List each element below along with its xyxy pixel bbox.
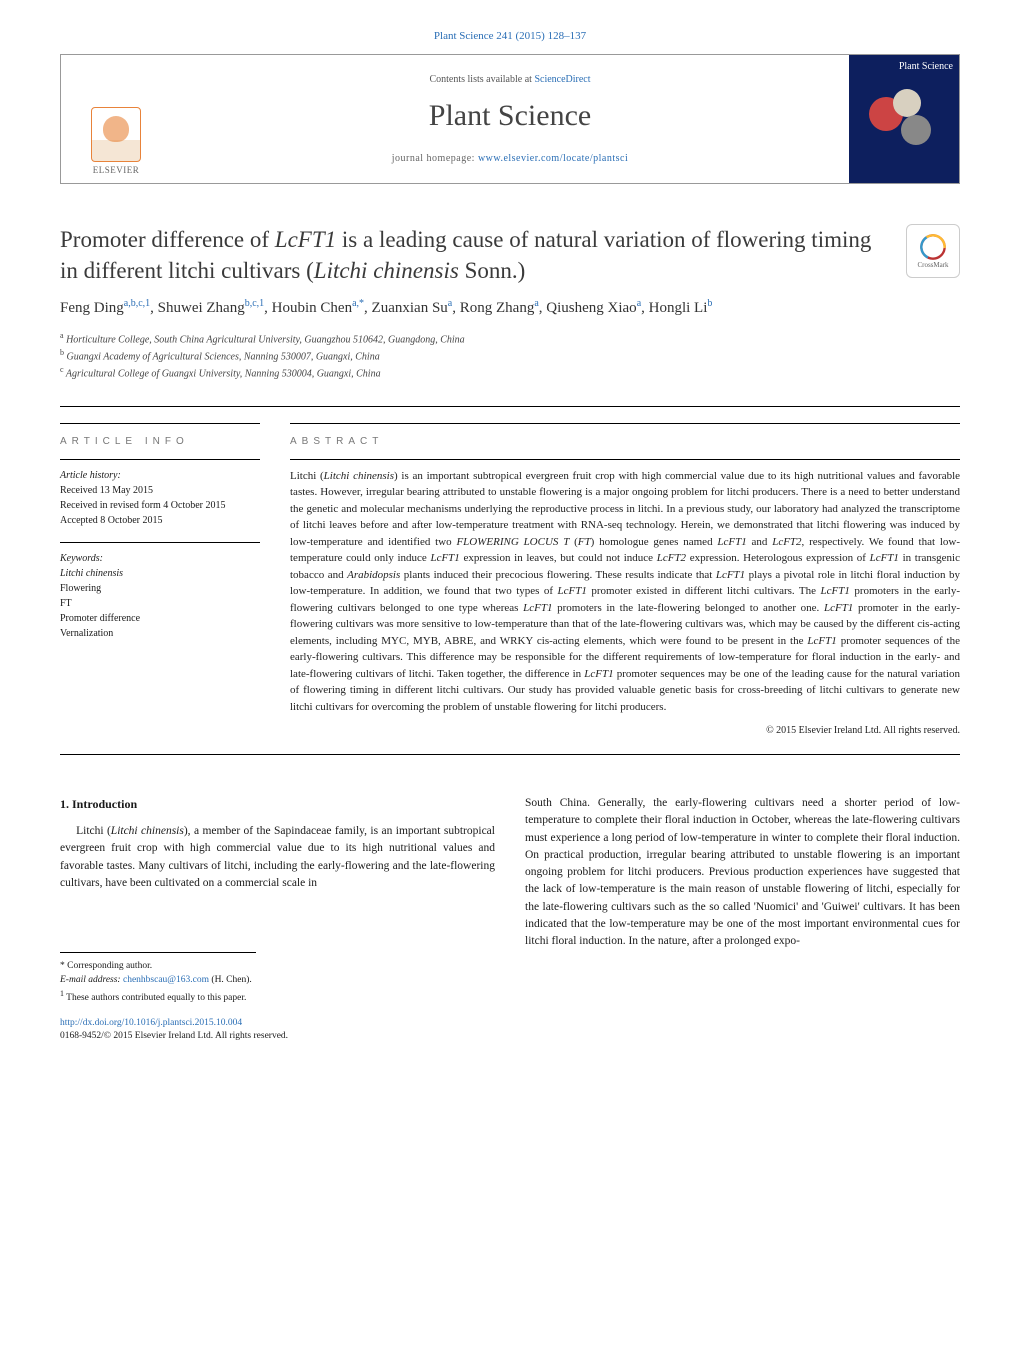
- doi-link[interactable]: http://dx.doi.org/10.1016/j.plantsci.201…: [60, 1018, 242, 1028]
- footnote-equal: 1 These authors contributed equally to t…: [60, 988, 256, 1005]
- corresponding-email-link[interactable]: chenhbscau@163.com: [123, 975, 209, 985]
- publisher-logo-area: ELSEVIER: [61, 55, 171, 183]
- title-gene: LcFT1: [275, 227, 336, 252]
- hr-after-info-heading: [60, 459, 260, 460]
- journal-homepage-link[interactable]: www.elsevier.com/locate/plantsci: [478, 153, 628, 164]
- keyword-item: FT: [60, 596, 260, 611]
- cover-title: Plant Science: [899, 61, 953, 72]
- crossmark-badge[interactable]: CrossMark: [906, 224, 960, 278]
- hr-info-top: [60, 423, 260, 424]
- page-container: Plant Science 241 (2015) 128–137 ELSEVIE…: [0, 0, 1020, 1084]
- title-part: Promoter difference of: [60, 227, 275, 252]
- homepage-prefix: journal homepage:: [392, 153, 478, 164]
- email-who: (H. Chen).: [211, 975, 251, 985]
- history-label: Article history:: [60, 468, 260, 483]
- email-label: E-mail address:: [60, 975, 121, 985]
- abstract-column: abstract Litchi (Litchi chinensis) is an…: [290, 423, 960, 739]
- header-center: Contents lists available at ScienceDirec…: [171, 55, 849, 183]
- title-species: Litchi chinensis: [314, 258, 459, 283]
- elsevier-text: ELSEVIER: [93, 165, 140, 175]
- hr-after-abs-heading: [290, 459, 960, 460]
- affiliation-line: b Guangxi Academy of Agricultural Scienc…: [60, 347, 960, 364]
- elsevier-logo[interactable]: ELSEVIER: [81, 95, 151, 175]
- history-received: Received 13 May 2015: [60, 483, 260, 498]
- title-part: Sonn.): [459, 258, 525, 283]
- crossmark-label: CrossMark: [917, 261, 948, 269]
- keyword-item: Litchi chinensis: [60, 566, 260, 581]
- body-column-right: South China. Generally, the early-flower…: [525, 795, 960, 1044]
- article-title: Promoter difference of LcFT1 is a leadin…: [60, 224, 886, 286]
- abstract-text: Litchi (Litchi chinensis) is an importan…: [290, 468, 960, 716]
- top-citation: Plant Science 241 (2015) 128–137: [60, 30, 960, 42]
- journal-header-box: ELSEVIER Contents lists available at Sci…: [60, 54, 960, 184]
- history-revised: Received in revised form 4 October 2015: [60, 498, 260, 513]
- article-info-heading: article info: [60, 434, 260, 449]
- article-info-column: article info Article history: Received 1…: [60, 423, 260, 739]
- keywords-label: Keywords:: [60, 551, 260, 566]
- keyword-item: Vernalization: [60, 626, 260, 641]
- title-row: Promoter difference of LcFT1 is a leadin…: [60, 224, 960, 286]
- footnotes: * Corresponding author. E-mail address: …: [60, 952, 256, 1005]
- keywords-block: Keywords: Litchi chinensisFloweringFTPro…: [60, 551, 260, 641]
- keyword-item: Promoter difference: [60, 611, 260, 626]
- affiliation-line: c Agricultural College of Guangxi Univer…: [60, 364, 960, 381]
- info-abstract-row: article info Article history: Received 1…: [60, 423, 960, 739]
- keyword-item: Flowering: [60, 581, 260, 596]
- sciencedirect-link[interactable]: ScienceDirect: [534, 74, 590, 85]
- doi-block: http://dx.doi.org/10.1016/j.plantsci.201…: [60, 1017, 495, 1044]
- journal-cover-thumb: Plant Science: [849, 55, 959, 183]
- hr-top: [60, 406, 960, 407]
- footnote-corresponding: * Corresponding author.: [60, 959, 256, 973]
- affiliation-line: a Horticulture College, South China Agri…: [60, 330, 960, 347]
- citation-volpages: 241 (2015) 128–137: [496, 30, 586, 42]
- footnote-email: E-mail address: chenhbscau@163.com (H. C…: [60, 973, 256, 987]
- issn-copyright: 0168-9452/© 2015 Elsevier Ireland Ltd. A…: [60, 1031, 288, 1041]
- body-columns: 1. Introduction Litchi (Litchi chinensis…: [60, 795, 960, 1044]
- abstract-copyright: © 2015 Elsevier Ireland Ltd. All rights …: [290, 723, 960, 738]
- hr-bottom: [60, 754, 960, 755]
- hr-before-keywords: [60, 542, 260, 543]
- history-accepted: Accepted 8 October 2015: [60, 513, 260, 528]
- contents-available-line: Contents lists available at ScienceDirec…: [429, 74, 590, 85]
- hr-abs-top: [290, 423, 960, 424]
- body-column-left: 1. Introduction Litchi (Litchi chinensis…: [60, 795, 495, 1044]
- intro-paragraph-1: Litchi (Litchi chinensis), a member of t…: [60, 823, 495, 892]
- contents-prefix: Contents lists available at: [429, 74, 534, 85]
- intro-paragraph-2: South China. Generally, the early-flower…: [525, 795, 960, 950]
- elsevier-tree-icon: [91, 107, 141, 162]
- citation-journal-link[interactable]: Plant Science: [434, 30, 494, 42]
- abstract-heading: abstract: [290, 434, 960, 449]
- journal-homepage-line: journal homepage: www.elsevier.com/locat…: [392, 153, 629, 164]
- cover-art-icon: [869, 89, 939, 149]
- journal-name: Plant Science: [429, 99, 591, 133]
- crossmark-icon: [919, 233, 947, 261]
- author-list: Feng Dinga,b,c,1, Shuwei Zhangb,c,1, Hou…: [60, 296, 960, 320]
- affiliations: a Horticulture College, South China Agri…: [60, 330, 960, 382]
- intro-heading: 1. Introduction: [60, 795, 495, 813]
- article-history-block: Article history: Received 13 May 2015 Re…: [60, 468, 260, 528]
